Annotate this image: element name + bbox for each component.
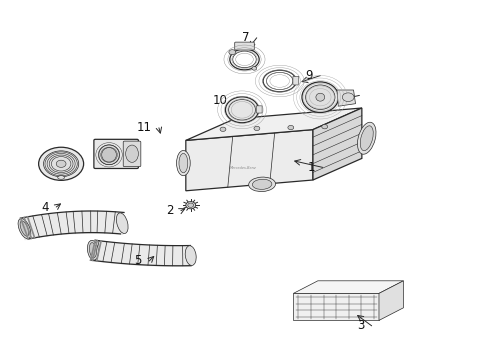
Polygon shape: [312, 108, 361, 180]
Circle shape: [251, 67, 256, 70]
Polygon shape: [336, 90, 355, 106]
Text: 10: 10: [212, 94, 227, 107]
Text: Mercedes-Benz: Mercedes-Benz: [229, 166, 256, 170]
Ellipse shape: [125, 145, 138, 162]
Circle shape: [220, 127, 225, 131]
Circle shape: [185, 202, 195, 209]
Ellipse shape: [302, 82, 338, 113]
Text: 8: 8: [344, 89, 351, 102]
FancyBboxPatch shape: [94, 139, 138, 168]
Text: 3: 3: [356, 319, 364, 332]
Text: 5: 5: [134, 255, 142, 267]
Ellipse shape: [87, 240, 98, 260]
Circle shape: [287, 125, 293, 130]
Ellipse shape: [102, 148, 116, 162]
Polygon shape: [293, 281, 403, 293]
FancyBboxPatch shape: [234, 42, 254, 50]
Polygon shape: [293, 293, 378, 320]
Circle shape: [56, 160, 66, 167]
Ellipse shape: [360, 126, 372, 151]
Ellipse shape: [225, 97, 258, 123]
Ellipse shape: [248, 177, 275, 192]
Polygon shape: [378, 281, 403, 320]
Polygon shape: [185, 130, 312, 191]
Text: 4: 4: [41, 201, 49, 213]
Circle shape: [187, 203, 193, 207]
Ellipse shape: [20, 221, 29, 236]
Ellipse shape: [185, 246, 196, 265]
Text: 1: 1: [307, 161, 315, 174]
Circle shape: [342, 93, 353, 102]
Ellipse shape: [228, 100, 255, 120]
Ellipse shape: [179, 153, 187, 173]
Circle shape: [39, 147, 83, 180]
Ellipse shape: [99, 145, 119, 165]
Ellipse shape: [18, 219, 31, 239]
FancyBboxPatch shape: [123, 141, 141, 167]
Ellipse shape: [315, 93, 324, 101]
Text: 11: 11: [136, 121, 151, 134]
Circle shape: [253, 126, 259, 131]
Text: 2: 2: [166, 204, 173, 217]
Ellipse shape: [357, 122, 375, 154]
Text: 6: 6: [39, 163, 46, 176]
Circle shape: [43, 151, 79, 177]
Ellipse shape: [58, 176, 64, 179]
Circle shape: [321, 125, 327, 129]
Polygon shape: [185, 108, 361, 140]
Ellipse shape: [176, 150, 190, 176]
Ellipse shape: [89, 243, 96, 258]
Text: 7: 7: [242, 31, 249, 44]
Ellipse shape: [305, 85, 334, 109]
Text: 9: 9: [305, 69, 312, 82]
FancyBboxPatch shape: [256, 106, 262, 113]
FancyBboxPatch shape: [292, 76, 298, 85]
Circle shape: [228, 50, 235, 55]
Ellipse shape: [252, 179, 271, 189]
Ellipse shape: [116, 213, 128, 234]
